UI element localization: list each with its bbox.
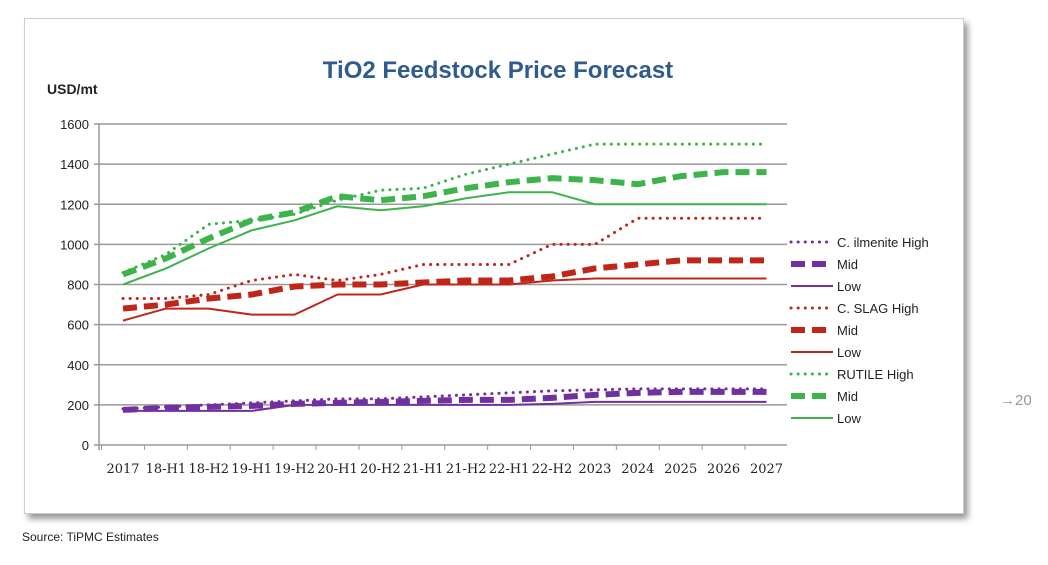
chart-card: TiO2 Feedstock Price Forecast USD/mt 0 20… (24, 18, 964, 514)
legend-label: C. SLAG High (837, 301, 919, 316)
x-tick-label: 18-H1 (146, 462, 187, 477)
x-tick-label: 2026 (707, 462, 740, 477)
y-tick-label: 200 (67, 398, 89, 413)
legend-label: Mid (837, 257, 858, 272)
legend-label: Low (837, 279, 861, 294)
legend-label: Low (837, 345, 861, 360)
page-marker: →20 (1000, 392, 1032, 409)
series-line (123, 400, 767, 412)
y-tick-label: 1400 (60, 157, 89, 172)
legend-label: C. ilmenite High (837, 235, 929, 250)
x-tick-label: 22-H1 (489, 462, 530, 477)
y-tick-label: 800 (67, 278, 89, 293)
y-tick-label: 1200 (60, 197, 89, 212)
series-line (122, 388, 767, 413)
x-tick-label: 21-H2 (446, 462, 487, 477)
y-tick-label: 600 (67, 318, 89, 333)
x-tick-label: 2017 (106, 462, 139, 477)
x-tick-label: 2023 (578, 462, 611, 477)
series-line (122, 191, 767, 286)
series-line (121, 142, 768, 274)
x-tick-label: 21-H1 (403, 462, 444, 477)
series-line (122, 257, 767, 312)
x-tick-label: 2024 (621, 462, 654, 477)
chart-title: TiO2 Feedstock Price Forecast (323, 57, 673, 84)
x-tick-label: 20-H1 (317, 462, 358, 477)
series-line (121, 169, 767, 278)
x-tick-label: 2025 (664, 462, 697, 477)
legend-label: Low (837, 411, 861, 426)
x-tick-label: 22-H2 (532, 462, 573, 477)
source-note: Source: TiPMC Estimates (22, 530, 159, 544)
y-tick-label: 1000 (60, 237, 89, 252)
series-line (122, 277, 767, 322)
y-axis-label: USD/mt (47, 81, 98, 97)
y-tick-label: 1600 (60, 117, 89, 132)
x-tick-label: 18-H2 (189, 462, 230, 477)
legend-label: Mid (837, 323, 858, 338)
x-tick-label: 20-H2 (360, 462, 401, 477)
x-tick-label: 19-H2 (274, 462, 315, 477)
x-tick-label: 2027 (750, 462, 783, 477)
y-tick-label: 400 (67, 358, 89, 373)
legend-label: RUTILE High (837, 367, 914, 382)
line-chart: TiO2 Feedstock Price Forecast USD/mt 0 20… (47, 57, 929, 477)
legend-label: Mid (837, 389, 858, 404)
y-tick-label: 0 (82, 438, 89, 453)
series-line (121, 216, 768, 301)
x-tick-label: 19-H1 (231, 462, 272, 477)
